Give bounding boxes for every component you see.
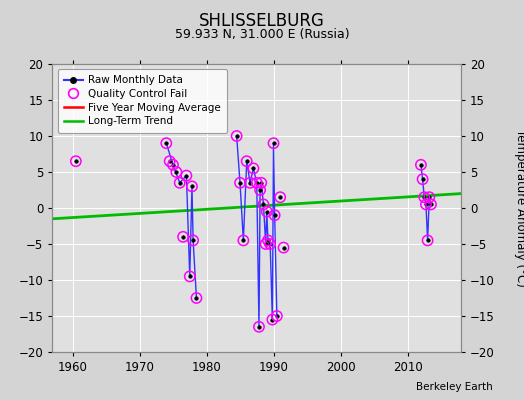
Point [268,316,277,323]
Point [272,313,281,319]
Point [192,295,201,301]
Point [269,140,278,146]
Point [417,162,425,168]
Point [261,241,270,247]
Text: Berkeley Earth: Berkeley Earth [416,382,493,392]
Point [263,208,271,215]
Point [418,176,427,182]
Point [233,133,241,139]
Point [420,194,429,200]
Point [172,169,181,175]
Point [423,237,432,244]
Point [166,158,174,164]
Point [276,194,285,200]
Point [169,162,177,168]
Point [256,187,264,193]
Text: 59.933 N, 31.000 E (Russia): 59.933 N, 31.000 E (Russia) [174,28,350,41]
Point [162,140,170,146]
Point [189,237,198,244]
Point [266,241,275,247]
Point [257,180,266,186]
Point [253,180,261,186]
Point [188,183,196,190]
Legend: Raw Monthly Data, Quality Control Fail, Five Year Moving Average, Long-Term Tren: Raw Monthly Data, Quality Control Fail, … [58,69,227,133]
Point [236,180,244,186]
Point [259,201,268,208]
Point [427,201,435,208]
Point [72,158,80,164]
Point [255,324,263,330]
Point [264,237,272,244]
Point [185,273,194,280]
Point [179,234,187,240]
Point [176,180,184,186]
Point [270,212,279,218]
Text: SHLISSELBURG: SHLISSELBURG [199,12,325,30]
Y-axis label: Temperature Anomaly (°C): Temperature Anomaly (°C) [515,129,524,287]
Point [243,158,251,164]
Point [246,180,254,186]
Point [249,165,258,172]
Point [182,172,191,179]
Point [422,201,430,208]
Point [279,244,288,251]
Point [425,194,433,200]
Point [239,237,247,244]
